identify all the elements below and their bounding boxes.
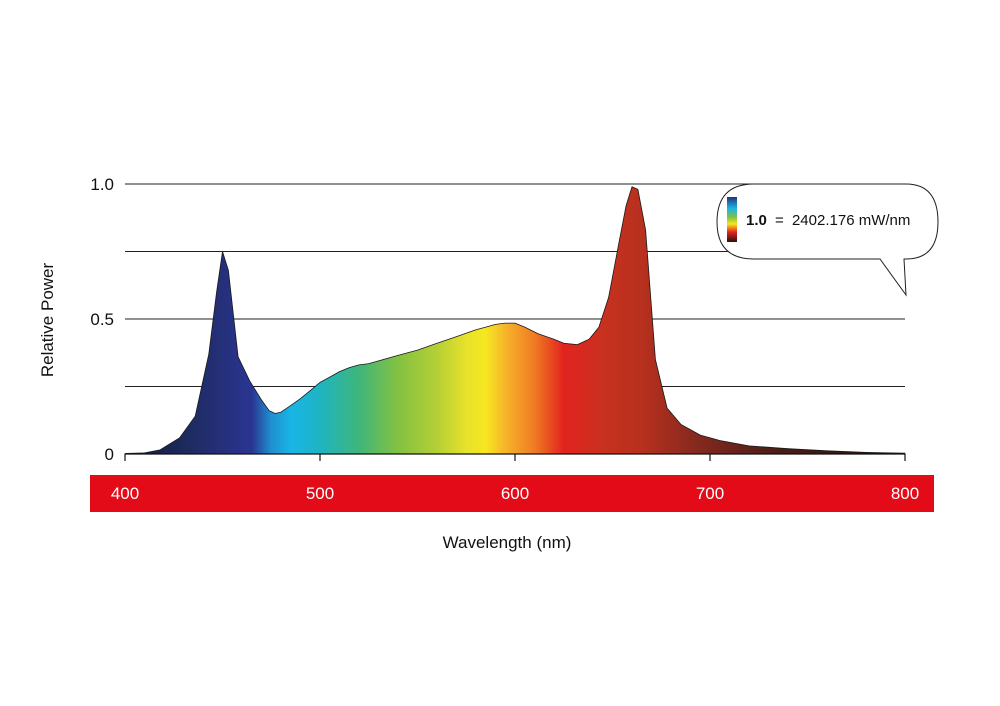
x-axis-label: Wavelength (nm) bbox=[443, 533, 572, 552]
x-tick-label-800: 800 bbox=[891, 484, 919, 503]
legend-bubble bbox=[716, 183, 939, 297]
legend-description: 2402.176 mW/nm bbox=[792, 212, 910, 229]
y-axis-label: Relative Power bbox=[38, 262, 57, 377]
x-axis-band bbox=[90, 475, 934, 512]
spectrum-area-layer bbox=[124, 186, 906, 455]
legend-color-scale bbox=[727, 197, 737, 242]
x-tick-label-600: 600 bbox=[501, 484, 529, 503]
y-tick-label-0.5: 0.5 bbox=[90, 310, 114, 329]
spectrum-area bbox=[124, 186, 906, 455]
x-tick-label-500: 500 bbox=[306, 484, 334, 503]
x-tick-label-700: 700 bbox=[696, 484, 724, 503]
x-axis-ticks: 400 500 600 700 800 bbox=[111, 484, 919, 503]
y-tick-label-0: 0 bbox=[105, 445, 114, 464]
y-tick-label-1.0: 1.0 bbox=[90, 175, 114, 194]
legend-text: 1.0 = 2402.176 mW/nm bbox=[746, 212, 910, 229]
legend-value-label: 1.0 bbox=[746, 212, 767, 229]
legend-callout: 1.0 = 2402.176 mW/nm bbox=[716, 183, 939, 297]
legend-equals: = bbox=[775, 212, 784, 229]
y-axis-ticks: 0 0.5 1.0 bbox=[90, 175, 114, 464]
x-axis-line-layer bbox=[124, 453, 906, 461]
x-tick-label-400: 400 bbox=[111, 484, 139, 503]
